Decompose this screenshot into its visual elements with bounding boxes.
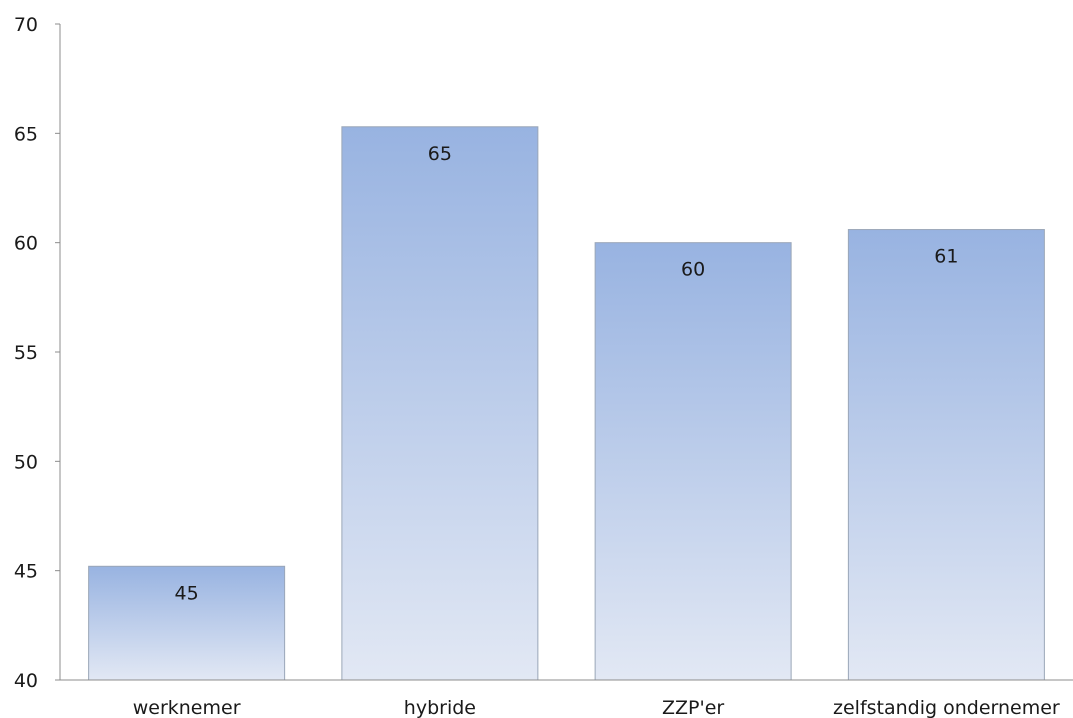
data-label: 45: [175, 582, 199, 604]
bar-hybride: [341, 126, 539, 681]
category-label: werknemer: [133, 697, 241, 718]
category-label: zelfstandig ondernemer: [833, 697, 1060, 718]
category-label: hybride: [404, 697, 476, 718]
bar-zzp-er: [594, 242, 792, 681]
y-tick-label: 55: [14, 342, 38, 364]
y-tick-label: 70: [14, 14, 38, 36]
data-labels-layer: 45 65 60 61: [175, 143, 959, 605]
y-tick-label: 50: [14, 451, 38, 473]
y-tick-label: 60: [14, 233, 38, 255]
category-labels-layer: werknemer hybride ZZP'er zelfstandig ondern…: [133, 697, 1060, 718]
bars-layer: [88, 126, 1045, 681]
y-tick-label: 65: [14, 123, 38, 145]
data-label: 60: [681, 259, 705, 281]
bar-werknemer: [88, 565, 286, 681]
data-label: 65: [428, 143, 452, 165]
bar-zelfstandig-ondernemer: [847, 229, 1045, 681]
data-label: 61: [934, 246, 958, 268]
y-axis-ticks: 40 45 50 55 60 65 70: [14, 14, 60, 692]
y-tick-label: 40: [14, 670, 38, 692]
category-label: ZZP'er: [662, 697, 724, 718]
y-tick-label: 45: [14, 561, 38, 583]
